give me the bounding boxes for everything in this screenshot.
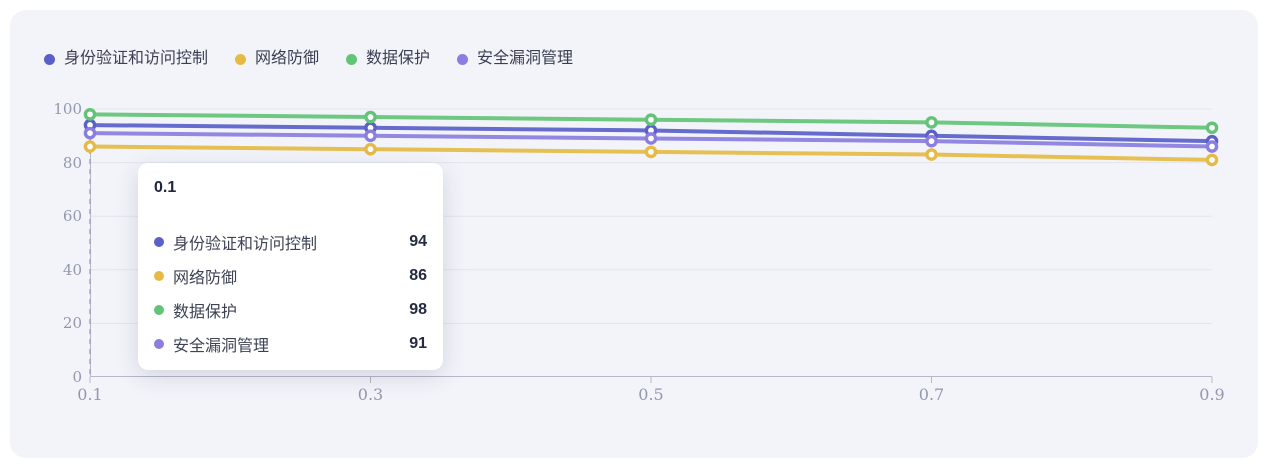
x-tick-label-0.9: 0.9 xyxy=(1199,385,1225,404)
data-point[interactable] xyxy=(925,134,938,148)
data-point[interactable] xyxy=(364,142,377,156)
data-point[interactable] xyxy=(1205,153,1219,167)
tooltip-series-value: 94 xyxy=(409,233,427,250)
tooltip-series-label: 身份验证和访问控制 xyxy=(173,236,318,253)
tooltip: 0.1 身份验证和访问控制 94 网络防御 86 数据保护 98 安全漏洞管理 91 xyxy=(138,163,443,370)
data-point[interactable] xyxy=(83,140,97,153)
tooltip-swatch-icon xyxy=(154,237,164,247)
data-point[interactable] xyxy=(83,126,97,140)
data-point[interactable] xyxy=(644,145,658,159)
tooltip-swatch-icon xyxy=(154,271,164,281)
legend-item-2[interactable]: 数据保护 xyxy=(346,49,430,69)
data-point[interactable] xyxy=(364,110,377,124)
data-point[interactable] xyxy=(1205,140,1219,153)
legend-label: 网络防御 xyxy=(255,50,320,67)
legend-item-0[interactable]: 身份验证和访问控制 xyxy=(44,49,208,69)
y-tick-label-20: 20 xyxy=(62,314,82,333)
data-point[interactable] xyxy=(925,148,938,161)
legend-item-3[interactable]: 安全漏洞管理 xyxy=(457,49,573,69)
tooltip-title: 0.1 xyxy=(154,179,177,196)
y-tick-label-40: 40 xyxy=(62,260,82,279)
tooltip-swatch-icon xyxy=(154,305,164,315)
chart-svg[interactable] xyxy=(83,108,1219,383)
x-tick-label-0.1: 0.1 xyxy=(77,385,103,404)
legend-swatch-icon xyxy=(457,53,469,65)
legend-swatch-icon xyxy=(44,53,55,65)
data-point[interactable] xyxy=(1205,121,1219,135)
legend-label: 身份验证和访问控制 xyxy=(64,50,209,67)
data-point[interactable] xyxy=(83,108,97,121)
tooltip-series-label: 数据保护 xyxy=(173,304,238,321)
data-point[interactable] xyxy=(364,129,377,143)
legend-swatch-icon xyxy=(235,53,247,65)
tooltip-row-3: 安全漏洞管理 91 xyxy=(154,333,427,355)
tooltip-series-value: 86 xyxy=(409,267,427,284)
x-tick-label-0.7: 0.7 xyxy=(918,385,945,404)
data-point[interactable] xyxy=(644,113,658,127)
tooltip-rows: 身份验证和访问控制 94 网络防御 86 数据保护 98 安全漏洞管理 91 xyxy=(154,231,427,355)
y-tick-label-0: 0 xyxy=(72,368,82,386)
legend-swatch-icon xyxy=(346,53,358,65)
data-point[interactable] xyxy=(925,116,938,129)
tooltip-series-label: 网络防御 xyxy=(173,270,238,287)
y-tick-label-60: 60 xyxy=(62,207,82,226)
line-chart-plot: 0 20 40 60 80 100 0.1 0.3 0.5 0.7 0.9 xyxy=(53,100,1224,404)
tooltip-series-label: 安全漏洞管理 xyxy=(173,338,270,355)
tooltip-row-1: 网络防御 86 xyxy=(154,265,427,287)
chart-legend: 身份验证和访问控制 网络防御 数据保护 安全漏洞管理 xyxy=(44,49,573,69)
tooltip-series-value: 91 xyxy=(409,335,427,352)
chart-card: 身份验证和访问控制 网络防御 数据保护 安全漏洞管理 0 20 40 60 80 100 0.1… xyxy=(10,10,1258,458)
x-tick-label-0.3: 0.3 xyxy=(357,385,384,404)
tooltip-swatch-icon xyxy=(154,339,164,349)
data-point[interactable] xyxy=(644,132,658,145)
y-tick-label-80: 80 xyxy=(62,153,82,172)
tooltip-row-0: 身份验证和访问控制 94 xyxy=(154,231,427,253)
legend-label: 数据保护 xyxy=(366,50,431,67)
tooltip-series-value: 98 xyxy=(409,301,427,318)
tooltip-row-2: 数据保护 98 xyxy=(154,299,427,321)
y-tick-label-100: 100 xyxy=(53,100,82,118)
x-tick-label-0.5: 0.5 xyxy=(638,385,664,404)
legend-item-1[interactable]: 网络防御 xyxy=(235,49,319,69)
legend-label: 安全漏洞管理 xyxy=(477,50,574,67)
